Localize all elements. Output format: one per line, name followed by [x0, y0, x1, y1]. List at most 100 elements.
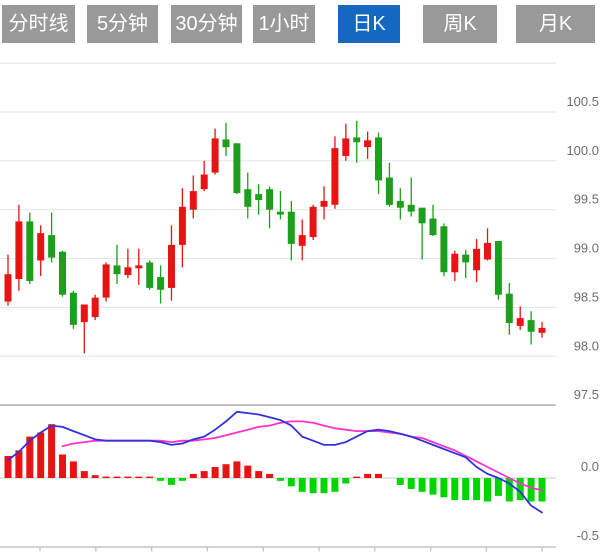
macd-bar-negative [527, 478, 535, 502]
macd-bar-negative [516, 478, 524, 501]
macd-bar-positive [135, 476, 143, 478]
macd-bar-positive [15, 450, 23, 478]
macd-bar-negative [157, 478, 165, 481]
dif-line [7, 410, 543, 514]
macd-bar-negative [451, 478, 459, 501]
macd-bar-positive [124, 476, 132, 478]
macd-bar-negative [462, 478, 470, 501]
macd-bar-positive [37, 432, 45, 478]
candle-body [418, 207, 426, 224]
candle-body [484, 242, 491, 260]
macd-bar-positive [189, 473, 197, 478]
candle-body [4, 274, 12, 302]
candle-body [342, 138, 350, 156]
macd-bar-positive [59, 454, 66, 478]
candle-body [80, 304, 88, 323]
macd-bar-negative [484, 478, 491, 502]
macd-bar-negative [407, 478, 415, 489]
macd-bar-positive [375, 473, 382, 478]
price-axis-labels: 100.5 100.0 99.5 99.0 98.5 98.0 97.5 [566, 94, 599, 402]
candle-body [276, 211, 284, 215]
macd-bar-positive [364, 473, 372, 478]
candle-body [473, 248, 481, 271]
candle-body [255, 194, 263, 200]
candle-body [505, 293, 513, 323]
macd-bar-positive [211, 467, 219, 478]
macd-bar-negative [276, 478, 284, 481]
candle-body [37, 233, 45, 261]
candle-body [287, 211, 295, 244]
macd-bar-positive [255, 471, 263, 478]
macd-bar-negative [331, 478, 339, 492]
candle-body [364, 140, 372, 148]
macd-bar-negative [342, 478, 350, 484]
macd-bar-positive [146, 476, 154, 478]
macd-bar-positive [244, 465, 252, 478]
macd-bar-positive [80, 471, 88, 478]
candle-body [48, 235, 56, 258]
macd-histogram [4, 424, 546, 502]
macd-bar-positive [222, 464, 230, 478]
macd-bar-negative [168, 478, 175, 485]
tab-5min[interactable]: 5分钟 [87, 5, 158, 43]
tab-monthly-k[interactable]: 月K [516, 5, 595, 43]
candle-body [375, 137, 382, 181]
tab-daily-k[interactable]: 日K [338, 5, 400, 43]
macd-bar-positive [266, 473, 274, 478]
candle-body [189, 191, 197, 210]
macd-bar-positive [102, 476, 110, 478]
candle-body [157, 277, 165, 290]
candle-body [266, 189, 274, 210]
candle-body [102, 264, 110, 298]
candle-body [124, 267, 132, 276]
candle-body [59, 251, 66, 295]
candle-body [462, 254, 470, 263]
candle-body [538, 327, 546, 333]
candle-body [168, 244, 175, 288]
tab-minute-line[interactable]: 分时线 [2, 5, 75, 43]
candle-body [331, 148, 339, 205]
macd-bar-positive [26, 436, 34, 478]
candle-body [385, 177, 393, 205]
candle-body [353, 137, 361, 143]
candle-body [298, 235, 306, 246]
candle-body [113, 265, 121, 275]
macd-bar-negative [505, 478, 513, 502]
candle-body [309, 206, 317, 238]
tab-weekly-k[interactable]: 周K [423, 5, 497, 43]
price-gridlines [0, 62, 556, 406]
macd-bar-negative [298, 478, 306, 492]
candle-body [516, 318, 524, 326]
tab-1hour[interactable]: 1小时 [253, 5, 315, 43]
price-tick-label: 99.5 [574, 192, 599, 207]
macd-bar-negative [287, 478, 295, 487]
price-tick-label: 97.5 [574, 387, 599, 402]
period-tabbar: 分时线 5分钟 30分钟 1小时 日K 周K 月K [0, 5, 610, 43]
candle-body [222, 139, 230, 148]
macd-bar-negative [396, 478, 404, 485]
candle-body [91, 297, 99, 318]
price-tick-label: 98.5 [574, 289, 599, 304]
macd-tick-label: -0.5 [577, 528, 599, 543]
x-axis [0, 477, 556, 552]
macd-bar-negative [309, 478, 317, 494]
candle-body [396, 200, 404, 208]
candle-body [440, 226, 448, 273]
macd-tick-label: 0.0 [581, 459, 599, 474]
macd-bar-positive [353, 476, 361, 478]
macd-bar-positive [113, 476, 121, 478]
price-tick-label: 98.0 [574, 338, 599, 353]
candle-body [69, 292, 77, 325]
macd-bar-negative [178, 478, 186, 481]
price-tick-label: 100.0 [566, 143, 599, 158]
macd-bar-positive [200, 471, 208, 478]
tab-30min[interactable]: 30分钟 [171, 5, 242, 43]
macd-bar-positive [4, 455, 12, 478]
macd-bar-positive [69, 461, 77, 478]
candle-body [26, 221, 34, 281]
macd-bar-negative [320, 478, 328, 494]
candles [4, 120, 546, 354]
macd-bar-negative [418, 478, 426, 492]
